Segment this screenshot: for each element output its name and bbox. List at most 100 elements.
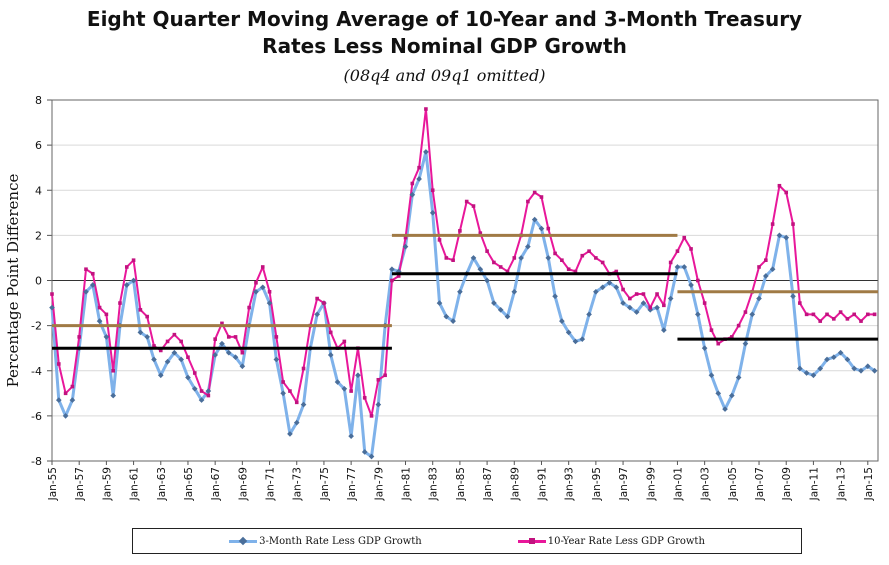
point-10-year xyxy=(872,312,877,317)
point-10-year xyxy=(689,247,693,251)
point-10-year xyxy=(220,321,224,326)
point-10-year xyxy=(124,265,129,269)
point-10-year xyxy=(97,305,102,310)
point-10-year xyxy=(485,249,489,253)
point-10-year xyxy=(206,393,211,398)
point-3-month xyxy=(742,340,749,347)
point-10-year xyxy=(587,249,591,253)
point-3-month xyxy=(178,356,184,363)
x-tick-label: Jan-97 xyxy=(618,467,630,501)
y-tick-label: 2 xyxy=(35,229,42,242)
legend-label-10-year: 10-Year Rate Less GDP Growth xyxy=(547,535,705,547)
x-tick-label: Jan-75 xyxy=(319,467,331,501)
point-3-month xyxy=(334,379,341,385)
point-10-year xyxy=(634,292,639,296)
point-3-month xyxy=(436,300,443,306)
point-3-month xyxy=(225,349,232,356)
x-tick-label: Jan-71 xyxy=(265,467,277,501)
x-tick-label: Jan-85 xyxy=(455,467,467,501)
point-10-year xyxy=(662,303,666,308)
point-10-year xyxy=(791,222,795,226)
point-3-month xyxy=(586,311,592,318)
x-tick-label: Jan-59 xyxy=(101,467,113,501)
point-3-month xyxy=(810,372,817,379)
point-10-year xyxy=(322,301,326,305)
point-10-year xyxy=(145,314,149,319)
point-3-month xyxy=(864,363,871,370)
point-10-year xyxy=(84,267,88,272)
y-tick-label: -2 xyxy=(31,320,42,333)
point-3-month xyxy=(103,334,110,340)
point-10-year xyxy=(764,258,768,262)
y-tick-label: 6 xyxy=(35,139,42,152)
point-10-year xyxy=(396,274,401,278)
point-3-month xyxy=(300,401,307,408)
point-3-month xyxy=(593,288,599,295)
point-10-year xyxy=(798,301,802,305)
point-3-month xyxy=(633,309,640,315)
chart-title-line-1: Eight Quarter Moving Average of 10-Year … xyxy=(86,7,803,31)
point-10-year xyxy=(594,256,598,260)
point-3-month xyxy=(606,279,613,286)
point-3-month xyxy=(470,255,477,261)
point-10-year xyxy=(730,335,734,339)
x-tick-label: Jan-05 xyxy=(727,467,739,501)
legend-label-3-month: 3-Month Rate Less GDP Growth xyxy=(259,535,422,547)
point-10-year xyxy=(628,296,632,301)
x-tick-label: Jan-83 xyxy=(428,467,440,501)
point-3-month xyxy=(599,284,606,291)
x-tick-label: Jan-55 xyxy=(47,467,59,501)
point-10-year xyxy=(152,344,156,348)
point-3-month xyxy=(171,349,178,356)
point-3-month xyxy=(327,352,334,358)
point-3-month xyxy=(198,397,205,403)
point-10-year xyxy=(226,335,231,339)
point-10-year xyxy=(111,368,115,373)
point-3-month xyxy=(83,288,89,295)
point-10-year xyxy=(866,312,870,317)
point-10-year xyxy=(458,229,462,233)
point-10-year xyxy=(526,199,530,204)
point-3-month xyxy=(661,327,667,333)
point-10-year xyxy=(301,366,306,371)
point-3-month xyxy=(423,149,429,155)
point-10-year xyxy=(444,256,449,260)
y-axis-label: Percentage Point Difference xyxy=(4,174,22,388)
point-3-month xyxy=(525,243,531,250)
point-3-month xyxy=(681,264,688,270)
point-3-month xyxy=(287,431,293,437)
point-3-month xyxy=(259,284,266,291)
point-3-month xyxy=(205,388,212,394)
point-3-month xyxy=(389,266,395,273)
point-3-month xyxy=(219,340,225,347)
point-3-month xyxy=(824,356,830,363)
point-10-year xyxy=(743,310,748,314)
point-10-year xyxy=(267,289,272,294)
point-10-year xyxy=(131,258,136,262)
point-10-year xyxy=(546,226,551,231)
point-10-year xyxy=(424,107,428,111)
x-tick-label: Jan-13 xyxy=(836,467,848,501)
point-10-year xyxy=(580,253,585,258)
point-10-year xyxy=(512,256,517,260)
point-10-year xyxy=(90,271,95,276)
point-3-month xyxy=(443,313,450,320)
point-10-year xyxy=(451,258,455,262)
point-3-month xyxy=(769,266,776,273)
point-3-month xyxy=(756,295,762,302)
point-10-year xyxy=(233,335,238,339)
x-tick-label: Jan-07 xyxy=(754,467,766,501)
point-3-month xyxy=(130,277,137,284)
x-tick-label: Jan-15 xyxy=(863,467,875,501)
point-3-month xyxy=(477,266,484,273)
point-10-year xyxy=(383,373,387,378)
point-10-year xyxy=(274,335,279,339)
y-tick-label: -4 xyxy=(31,365,42,378)
point-3-month xyxy=(348,433,354,440)
point-3-month xyxy=(722,406,728,412)
point-3-month xyxy=(783,234,790,241)
point-10-year xyxy=(179,339,183,344)
point-3-month xyxy=(654,304,660,311)
point-10-year xyxy=(349,389,353,393)
